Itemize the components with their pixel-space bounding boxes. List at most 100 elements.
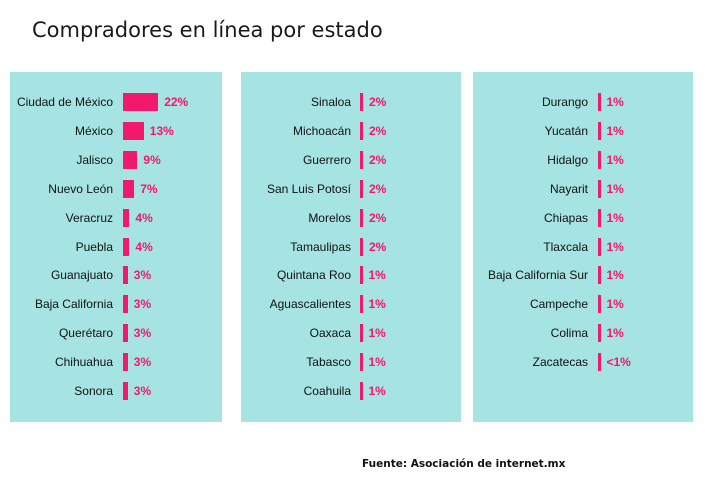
value-label: 3% <box>133 326 152 341</box>
value-label: 22% <box>164 95 189 109</box>
bar <box>598 150 601 169</box>
category-label: Hidalgo <box>547 152 588 167</box>
bar <box>123 266 128 285</box>
value-label: 1% <box>368 297 386 312</box>
bar <box>360 237 363 256</box>
bar-row: Oaxaca 1% <box>241 323 461 343</box>
category-label: Coahuila <box>303 384 351 398</box>
bar-row: Sonora 3% <box>10 381 222 401</box>
category-label: Chihuahua <box>54 355 113 370</box>
category-label: Baja California <box>34 297 113 312</box>
bar <box>123 237 130 256</box>
bar <box>123 295 128 314</box>
category-label: México <box>74 123 113 138</box>
bar-row: Nayarit 1% <box>473 179 693 199</box>
value-label: 1% <box>606 181 624 196</box>
value-label: 2% <box>369 239 387 254</box>
bar <box>123 353 128 372</box>
bar-row: Chiapas 1% <box>473 208 693 228</box>
bar-row: Ciudad de México 22% <box>10 92 222 112</box>
bar <box>360 266 363 285</box>
category-label: Nuevo León <box>48 181 113 196</box>
bar-row: Nuevo León 7% <box>10 179 222 199</box>
bar-row: Baja California 3% <box>10 294 222 314</box>
bar-row: Guanajuato 3% <box>10 265 222 285</box>
category-label: Guerrero <box>302 152 351 167</box>
bar <box>123 208 130 227</box>
bar <box>598 353 601 372</box>
chart-panel-right: Durango 1% Yucatán 1% Hidalgo 1% Nayarit 1% Chia… <box>473 72 693 422</box>
category-label: Veracruz <box>65 210 113 225</box>
bar <box>123 324 128 343</box>
category-label: Guanajuato <box>50 268 113 283</box>
category-label: Baja California Sur <box>487 268 588 283</box>
category-label: Jalisco <box>76 152 113 167</box>
bar-row: Veracruz 4% <box>10 208 222 228</box>
chart-panel-left: Ciudad de México 22% México 13% Jalisco 9% Nue… <box>10 72 222 422</box>
bar-row: Guerrero 2% <box>241 150 461 170</box>
bar-row: Colima 1% <box>473 323 693 343</box>
value-label: 9% <box>143 152 161 167</box>
bar <box>123 179 135 198</box>
bar-row: Chihuahua 3% <box>10 352 222 372</box>
bar <box>598 179 601 198</box>
value-label: 2% <box>369 210 387 225</box>
bar-row: Quintana Roo 1% <box>241 265 461 285</box>
bar <box>598 208 601 227</box>
value-label: 1% <box>368 355 386 370</box>
bar <box>360 324 363 343</box>
value-label: 2% <box>369 152 387 167</box>
bar-row: San Luis Potosí 2% <box>241 179 461 199</box>
category-label: Aguascalientes <box>269 297 351 312</box>
bar-row: Michoacán 2% <box>241 121 461 141</box>
category-label: Nayarit <box>549 181 588 196</box>
chart-title: Compradores en línea por estado <box>32 18 383 42</box>
category-label: Chiapas <box>543 210 588 225</box>
value-label: 4% <box>135 210 153 225</box>
category-label: Oaxaca <box>309 326 351 341</box>
bar-row: Sinaloa 2% <box>241 92 461 112</box>
value-label: 1% <box>606 123 624 138</box>
bar <box>123 93 159 111</box>
category-label: Yucatán <box>544 123 588 138</box>
value-label: 1% <box>368 384 386 398</box>
bar <box>598 295 601 314</box>
category-label: San Luis Potosí <box>266 181 351 196</box>
bar <box>360 150 363 169</box>
value-label: 13% <box>149 123 174 138</box>
category-label: Quintana Roo <box>276 268 351 283</box>
bar <box>123 382 128 400</box>
category-label: Ciudad de México <box>16 95 113 109</box>
bar-row: Jalisco 9% <box>10 150 222 170</box>
bar <box>598 324 601 343</box>
bar-row: Querétaro 3% <box>10 323 222 343</box>
bar-row: México 13% <box>10 121 222 141</box>
bar-row: Campeche 1% <box>473 294 693 314</box>
bar <box>360 353 363 372</box>
bar <box>360 295 363 314</box>
category-label: Zacatecas <box>532 355 588 370</box>
value-label: 1% <box>606 326 624 341</box>
bar <box>598 266 601 285</box>
value-label: 1% <box>606 152 624 167</box>
value-label: 1% <box>368 268 386 283</box>
bar <box>360 208 363 227</box>
value-label: 1% <box>368 326 386 341</box>
bar-row: Morelos 2% <box>241 208 461 228</box>
bar-row: Aguascalientes 1% <box>241 294 461 314</box>
value-label: 3% <box>133 297 152 312</box>
value-label: 2% <box>369 123 387 138</box>
value-label: 2% <box>369 181 387 196</box>
value-label: 1% <box>606 297 624 312</box>
bar <box>360 179 363 198</box>
bar <box>360 382 363 400</box>
bar <box>598 237 601 256</box>
value-label: 1% <box>606 95 624 109</box>
bar-row: Yucatán 1% <box>473 121 693 141</box>
bar-row: Tamaulipas 2% <box>241 237 461 257</box>
bar-row: Baja California Sur 1% <box>473 265 693 285</box>
category-label: Sonora <box>74 384 113 398</box>
value-label: 2% <box>369 95 387 109</box>
value-label: 3% <box>133 384 152 398</box>
category-label: Querétaro <box>58 326 113 341</box>
